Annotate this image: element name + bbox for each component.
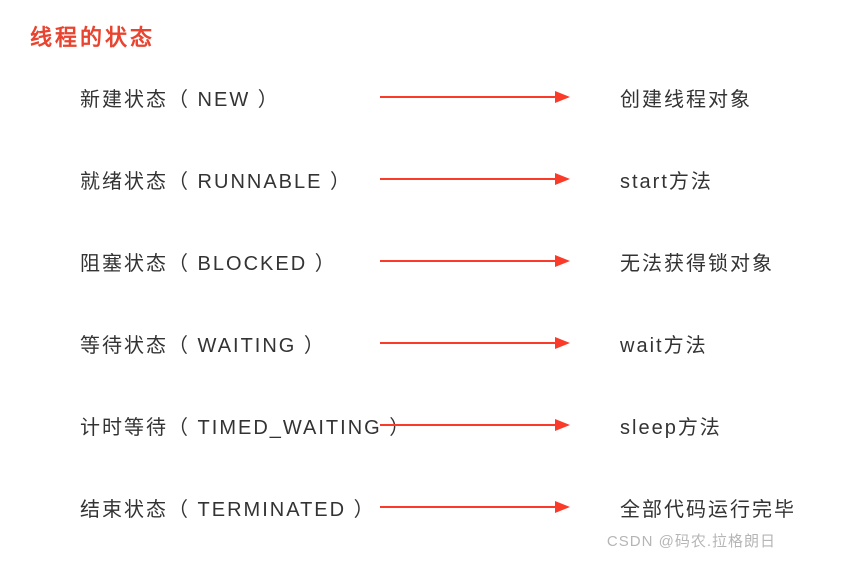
state-description: start方法 bbox=[600, 165, 713, 194]
state-row: 结束状态（ TERMINATED ） 全部代码运行完毕 bbox=[80, 492, 826, 522]
arrow-icon bbox=[380, 336, 600, 350]
state-description: sleep方法 bbox=[600, 411, 722, 440]
arrow-icon bbox=[380, 418, 600, 432]
state-row: 等待状态（ WAITING ） wait方法 bbox=[80, 328, 826, 358]
arrow-icon bbox=[380, 172, 600, 186]
state-row: 就绪状态（ RUNNABLE ） start方法 bbox=[80, 164, 826, 194]
state-row: 计时等待（ TIMED_WAITING ） sleep方法 bbox=[80, 410, 826, 440]
arrow-icon bbox=[380, 90, 600, 104]
state-label: 计时等待（ TIMED_WAITING ） bbox=[80, 411, 380, 440]
state-description: 全部代码运行完毕 bbox=[600, 493, 796, 522]
state-description: wait方法 bbox=[600, 329, 708, 358]
arrow-icon bbox=[380, 500, 600, 514]
state-label: 阻塞状态（ BLOCKED ） bbox=[80, 247, 380, 276]
state-rows: 新建状态（ NEW ） 创建线程对象 就绪状态（ RUNNABLE ） star… bbox=[30, 82, 826, 522]
state-label: 新建状态（ NEW ） bbox=[80, 83, 380, 112]
arrow-icon bbox=[380, 254, 600, 268]
state-label: 就绪状态（ RUNNABLE ） bbox=[80, 165, 380, 194]
state-row: 阻塞状态（ BLOCKED ） 无法获得锁对象 bbox=[80, 246, 826, 276]
watermark-text: CSDN @码农.拉格朗日 bbox=[607, 530, 776, 551]
state-description: 创建线程对象 bbox=[600, 83, 752, 112]
state-label: 结束状态（ TERMINATED ） bbox=[80, 493, 380, 522]
state-description: 无法获得锁对象 bbox=[600, 247, 774, 276]
page-title: 线程的状态 bbox=[30, 20, 826, 52]
state-row: 新建状态（ NEW ） 创建线程对象 bbox=[80, 82, 826, 112]
state-label: 等待状态（ WAITING ） bbox=[80, 329, 380, 358]
